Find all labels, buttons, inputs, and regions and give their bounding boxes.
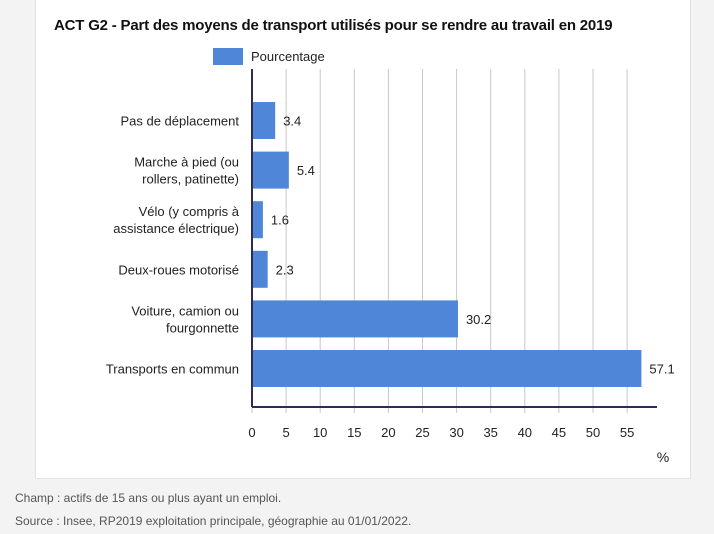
category-label: Voiture, camion ou [131, 303, 239, 318]
bar [252, 250, 268, 288]
value-label: 3.4 [283, 114, 301, 129]
legend: Pourcentage [213, 48, 325, 65]
x-tick-label: 15 [347, 425, 361, 440]
bar [252, 201, 263, 239]
notes: Champ : actifs de 15 ans ou plus ayant u… [15, 487, 411, 533]
category-label: assistance électrique) [113, 221, 239, 236]
bar [252, 102, 276, 139]
bars [252, 102, 642, 387]
category-label: rollers, patinette) [142, 172, 239, 187]
value-label: 30.2 [466, 312, 491, 327]
value-label: 57.1 [649, 362, 674, 377]
chart-title: ACT G2 - Part des moyens de transport ut… [54, 17, 613, 34]
bar [252, 151, 289, 189]
x-axis-label: % [657, 449, 669, 465]
value-label: 1.6 [271, 213, 289, 228]
legend-label: Pourcentage [251, 49, 325, 64]
bar-chart: Pourcentage Pas de déplacement Marche à p… [106, 48, 675, 465]
x-tick-labels: 0 5 10 15 20 25 30 35 40 45 50 55 [248, 425, 634, 440]
note-source: Source : Insee, RP2019 exploitation prin… [15, 514, 412, 528]
x-tick-label: 30 [449, 425, 463, 440]
x-tick-label: 0 [248, 425, 255, 440]
x-tick-label: 45 [552, 425, 566, 440]
x-tick-label: 40 [518, 425, 532, 440]
x-tick-label: 20 [381, 425, 395, 440]
legend-swatch [213, 48, 243, 65]
category-label: Marche à pied (ou [134, 155, 239, 170]
value-labels: 3.4 5.4 1.6 2.3 30.2 57.1 [271, 114, 675, 377]
note-champ: Champ : actifs de 15 ans ou plus ayant u… [15, 491, 282, 505]
category-label: Transports en commun [106, 362, 239, 377]
category-label: Deux-roues motorisé [118, 262, 239, 277]
x-tick-label: 10 [313, 425, 327, 440]
category-label: Vélo (y compris à [139, 204, 240, 219]
category-labels: Pas de déplacement Marche à pied (ou rolle… [106, 114, 240, 377]
x-tick-label: 35 [483, 425, 497, 440]
x-tick-label: 55 [620, 425, 634, 440]
x-tick-label: 25 [415, 425, 429, 440]
value-label: 5.4 [297, 163, 315, 178]
x-tick-label: 5 [282, 425, 289, 440]
chart-card: ACT G2 - Part des moyens de transport ut… [35, 0, 691, 479]
category-label: Pas de déplacement [120, 114, 239, 129]
bar [252, 300, 458, 338]
axes [251, 69, 657, 408]
value-label: 2.3 [276, 262, 294, 277]
bar [252, 350, 642, 387]
x-tick-label: 50 [586, 425, 600, 440]
category-label: fourgonnette [166, 320, 239, 335]
